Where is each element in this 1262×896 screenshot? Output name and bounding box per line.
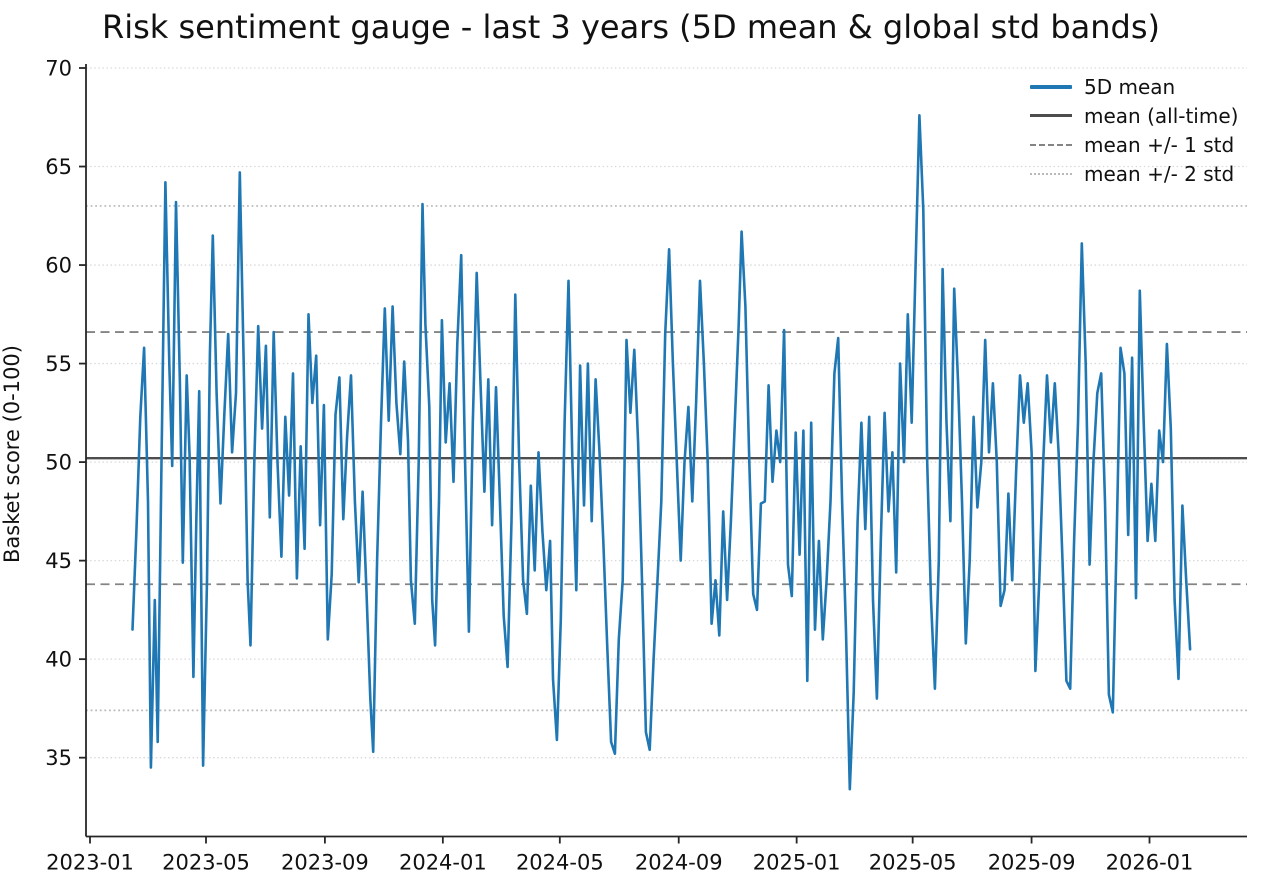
x-tick-labels: 2023-01 2023-05 2023-09 2024-01 2024-05 2024-… [46,851,1193,875]
legend-label: 5D mean [1084,74,1176,99]
x-tick-label: 2025-05 [869,851,957,875]
x-tick-label: 2025-01 [753,851,841,875]
x-tick-label: 2025-09 [988,851,1076,875]
y-tick-label: 65 [45,155,72,179]
x-tick-label: 2023-01 [46,851,134,875]
x-tick-label: 2024-01 [399,851,487,875]
y-tick-label: 45 [45,549,72,573]
x-tick-label: 2023-09 [281,851,369,875]
x-tick-label: 2024-09 [635,851,723,875]
y-tick-label: 35 [45,746,72,770]
grid-lines [86,67,1247,759]
legend-item-mean: mean (all-time) [1030,101,1238,130]
legend-item-std1: mean +/- 1 std [1030,130,1238,159]
legend-label: mean (all-time) [1084,103,1239,128]
series-5d-mean-line [131,114,1192,791]
y-tick-label: 70 [45,57,72,81]
x-tick-label: 2024-05 [516,851,604,875]
y-tick-label: 55 [45,352,72,376]
x-tick-label: 2023-05 [162,851,250,875]
legend-label: mean +/- 1 std [1084,132,1235,157]
y-tick-labels: 35 40 45 50 55 60 65 70 [45,57,72,771]
x-tick-label: 2026-01 [1106,851,1194,875]
axes [79,64,1247,844]
y-tick-label: 40 [45,648,72,672]
legend-sample-5d-mean [1030,84,1072,89]
legend-label: mean +/- 2 std [1084,161,1235,186]
y-tick-label: 60 [45,254,72,278]
legend: 5D mean mean (all-time) mean +/- 1 std m… [1030,72,1238,188]
chart-title: Risk sentiment gauge - last 3 years (5D … [101,8,1161,46]
legend-sample-std2 [1030,172,1072,175]
legend-item-5d-mean: 5D mean [1030,72,1238,101]
legend-sample-mean [1030,114,1072,117]
legend-item-std2: mean +/- 2 std [1030,159,1238,188]
y-tick-label: 50 [45,451,72,475]
std-band-lines [86,205,1247,712]
legend-sample-std1 [1030,143,1072,146]
